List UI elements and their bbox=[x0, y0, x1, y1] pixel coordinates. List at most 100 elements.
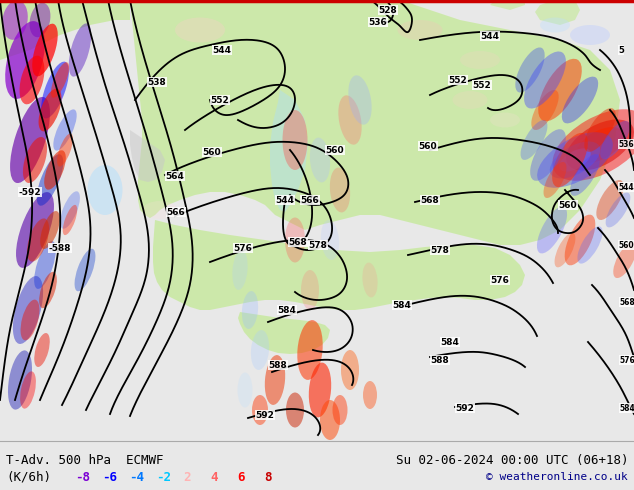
Text: 578: 578 bbox=[430, 245, 450, 254]
Ellipse shape bbox=[232, 250, 248, 290]
Ellipse shape bbox=[34, 333, 49, 367]
Text: 552: 552 bbox=[449, 75, 467, 84]
Text: 536: 536 bbox=[368, 18, 387, 26]
Ellipse shape bbox=[538, 59, 582, 121]
Ellipse shape bbox=[530, 129, 566, 181]
Ellipse shape bbox=[398, 20, 443, 40]
Ellipse shape bbox=[16, 192, 54, 268]
Text: 536: 536 bbox=[618, 140, 634, 148]
Ellipse shape bbox=[490, 113, 520, 127]
Text: 560: 560 bbox=[559, 200, 578, 210]
Ellipse shape bbox=[39, 89, 61, 131]
Ellipse shape bbox=[68, 24, 91, 76]
Text: 2: 2 bbox=[183, 470, 190, 484]
Ellipse shape bbox=[34, 241, 56, 289]
Text: 552: 552 bbox=[472, 80, 491, 90]
Text: 564: 564 bbox=[165, 172, 184, 180]
Ellipse shape bbox=[143, 201, 178, 219]
Ellipse shape bbox=[13, 276, 43, 344]
Ellipse shape bbox=[552, 133, 588, 187]
Ellipse shape bbox=[297, 320, 323, 380]
Ellipse shape bbox=[531, 90, 559, 130]
Text: 576: 576 bbox=[619, 356, 634, 365]
Ellipse shape bbox=[613, 242, 634, 278]
Text: © weatheronline.co.uk: © weatheronline.co.uk bbox=[486, 472, 628, 482]
Ellipse shape bbox=[521, 120, 547, 160]
Text: 528: 528 bbox=[378, 5, 398, 15]
Text: 576: 576 bbox=[491, 275, 510, 285]
Ellipse shape bbox=[576, 127, 624, 163]
Text: 560: 560 bbox=[418, 142, 437, 150]
Text: -6: -6 bbox=[102, 470, 117, 484]
Ellipse shape bbox=[552, 109, 634, 181]
Ellipse shape bbox=[320, 400, 340, 440]
Text: 584: 584 bbox=[392, 300, 411, 310]
Text: 4: 4 bbox=[210, 470, 217, 484]
Ellipse shape bbox=[283, 110, 307, 170]
Ellipse shape bbox=[310, 138, 330, 182]
Ellipse shape bbox=[309, 363, 331, 417]
Text: 588: 588 bbox=[269, 361, 287, 369]
Ellipse shape bbox=[251, 330, 269, 370]
Text: -2: -2 bbox=[156, 470, 171, 484]
Ellipse shape bbox=[348, 75, 372, 124]
Ellipse shape bbox=[330, 168, 350, 213]
Ellipse shape bbox=[37, 154, 63, 206]
Ellipse shape bbox=[555, 233, 576, 268]
Ellipse shape bbox=[44, 150, 66, 190]
Ellipse shape bbox=[550, 142, 600, 178]
Ellipse shape bbox=[285, 218, 305, 263]
Ellipse shape bbox=[30, 3, 51, 37]
Ellipse shape bbox=[341, 350, 359, 390]
Text: 5: 5 bbox=[618, 46, 624, 54]
Ellipse shape bbox=[559, 148, 591, 172]
Ellipse shape bbox=[537, 132, 613, 188]
Ellipse shape bbox=[51, 62, 69, 98]
Ellipse shape bbox=[565, 215, 595, 266]
Text: 560: 560 bbox=[326, 146, 344, 154]
Ellipse shape bbox=[23, 137, 47, 183]
Ellipse shape bbox=[2, 0, 28, 40]
Ellipse shape bbox=[60, 191, 80, 229]
Text: 566: 566 bbox=[167, 207, 185, 217]
Ellipse shape bbox=[321, 220, 339, 260]
Ellipse shape bbox=[286, 392, 304, 427]
Text: -592: -592 bbox=[18, 188, 41, 196]
Text: 544: 544 bbox=[212, 46, 231, 54]
Polygon shape bbox=[490, 0, 525, 10]
Text: 592: 592 bbox=[456, 403, 474, 413]
Ellipse shape bbox=[75, 249, 96, 291]
Ellipse shape bbox=[5, 21, 45, 99]
Text: 8: 8 bbox=[264, 470, 271, 484]
Ellipse shape bbox=[578, 226, 602, 264]
Text: 566: 566 bbox=[301, 196, 320, 204]
Ellipse shape bbox=[27, 219, 49, 262]
Text: 576: 576 bbox=[233, 244, 252, 252]
Ellipse shape bbox=[32, 24, 58, 76]
Ellipse shape bbox=[252, 395, 268, 425]
Ellipse shape bbox=[53, 109, 77, 150]
Text: 568: 568 bbox=[619, 297, 634, 307]
Ellipse shape bbox=[40, 211, 60, 249]
Ellipse shape bbox=[39, 272, 57, 308]
Text: 544: 544 bbox=[276, 196, 295, 204]
Ellipse shape bbox=[597, 180, 624, 220]
Polygon shape bbox=[0, 0, 130, 60]
Ellipse shape bbox=[453, 91, 488, 109]
Ellipse shape bbox=[63, 205, 77, 235]
Ellipse shape bbox=[562, 76, 598, 123]
Text: 560: 560 bbox=[618, 241, 634, 249]
Text: T-Adv. 500 hPa  ECMWF: T-Adv. 500 hPa ECMWF bbox=[6, 454, 164, 467]
Text: 568: 568 bbox=[420, 196, 439, 204]
Ellipse shape bbox=[339, 96, 361, 145]
Text: 588: 588 bbox=[430, 356, 450, 365]
Ellipse shape bbox=[515, 48, 545, 93]
Ellipse shape bbox=[175, 18, 225, 43]
Ellipse shape bbox=[570, 154, 600, 196]
Ellipse shape bbox=[332, 395, 347, 425]
Polygon shape bbox=[153, 220, 525, 310]
Ellipse shape bbox=[20, 371, 36, 409]
Ellipse shape bbox=[10, 97, 50, 183]
Text: 544: 544 bbox=[618, 182, 634, 192]
Ellipse shape bbox=[363, 263, 378, 297]
